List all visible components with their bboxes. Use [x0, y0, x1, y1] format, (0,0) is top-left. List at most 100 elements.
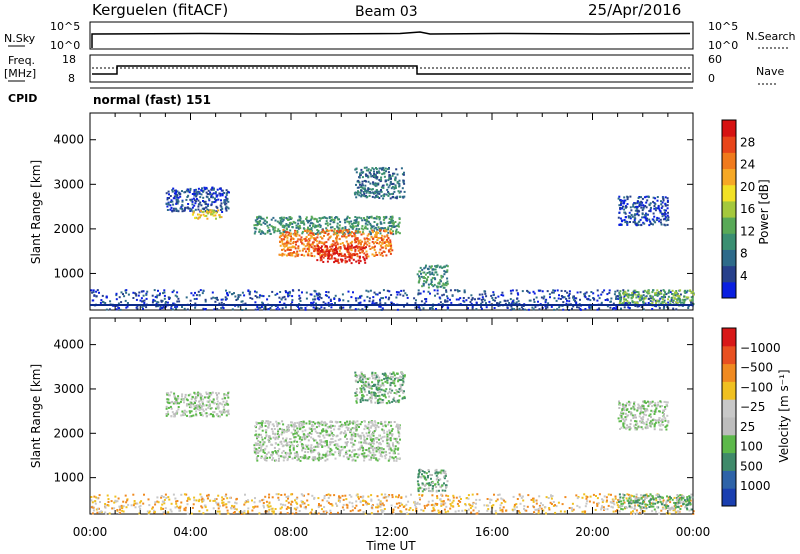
scatter-cell [422, 509, 425, 512]
scatter-cell [554, 504, 556, 507]
scatter-cell [309, 449, 312, 451]
scatter-cell [577, 496, 580, 498]
scatter-cell [686, 289, 689, 292]
scatter-cell [446, 297, 449, 300]
scatter-cell [398, 504, 401, 507]
scatter-cell [124, 494, 127, 497]
scatter-cell [313, 295, 316, 298]
scatter-cell [337, 511, 339, 514]
scatter-cell [575, 302, 578, 305]
scatter-cell [382, 227, 385, 230]
scatter-cell [259, 441, 262, 444]
scatter-cell [294, 255, 297, 258]
scatter-cell [499, 507, 502, 509]
scatter-cell [345, 236, 348, 239]
scatter-cell [511, 289, 514, 292]
scatter-cell [262, 449, 265, 451]
scatter-cell [183, 209, 186, 212]
scatter-cell [532, 499, 535, 502]
scatter-cell [355, 299, 358, 302]
scatter-cell [405, 495, 408, 498]
scatter-cell [656, 199, 659, 202]
scatter-cell [289, 238, 292, 241]
scatter-cell [305, 291, 308, 294]
scatter-cell [481, 296, 484, 299]
scatter-cell [258, 427, 261, 430]
scatter-cell [337, 246, 340, 249]
scatter-cell [447, 498, 450, 501]
scatter-cell [384, 180, 387, 183]
scatter-cell [379, 221, 382, 224]
scatter-cell [427, 503, 430, 506]
scatter-cell [340, 255, 343, 257]
scatter-cell [379, 454, 382, 457]
scatter-cell [385, 243, 388, 246]
scatter-cell [577, 306, 580, 309]
scatter-cell [371, 231, 374, 234]
scatter-cell [437, 282, 440, 285]
scatter-cell [152, 298, 155, 301]
scatter-cell [297, 289, 300, 292]
scatter-cell [430, 306, 433, 309]
scatter-cell [313, 250, 316, 253]
scatter-cell [218, 510, 221, 513]
scatter-cell [276, 292, 279, 295]
scatter-cell [363, 187, 366, 190]
scatter-cell [356, 231, 359, 234]
scatter-cell [304, 308, 307, 311]
scatter-cell [379, 248, 382, 251]
scatter-cell [382, 509, 385, 512]
scatter-cell [217, 405, 220, 407]
scatter-cell [188, 498, 191, 501]
scatter-cell [260, 230, 263, 233]
scatter-cell [288, 234, 291, 237]
scatter-cell [338, 249, 341, 252]
scatter-cell [197, 205, 200, 208]
scatter-cell [306, 248, 309, 250]
scatter-cell [377, 447, 380, 449]
scatter-cell [198, 510, 201, 513]
scatter-cell [362, 184, 364, 187]
scatter-cell [90, 496, 93, 498]
scatter-cell [350, 249, 353, 252]
scatter-cell [623, 208, 626, 211]
scatter-cell [368, 230, 371, 233]
scatter-cell [173, 394, 176, 397]
scatter-cell [208, 403, 211, 406]
scatter-cell [307, 252, 310, 255]
scatter-cell [208, 198, 211, 201]
scatter-cell [271, 453, 274, 456]
scatter-cell [253, 447, 256, 450]
scatter-cell [176, 305, 179, 308]
scatter-cell [221, 411, 224, 414]
scatter-cell [564, 496, 567, 499]
scatter-cell [286, 506, 289, 509]
scatter-cell [375, 450, 378, 453]
scatter-cell [153, 509, 155, 512]
scatter-cell [427, 267, 429, 270]
scatter-cell [296, 459, 299, 462]
scatter-cell [265, 445, 268, 448]
scatter-cell [356, 216, 359, 219]
scatter-cell [289, 242, 292, 245]
scatter-cell [635, 512, 638, 515]
freq-top-tick: 18 [62, 53, 76, 66]
scatter-cell [208, 211, 211, 213]
scatter-cell [631, 300, 634, 303]
scatter-cell [191, 206, 194, 209]
scatter-cell [179, 207, 182, 210]
scatter-cell [238, 510, 241, 513]
scatter-cell [372, 217, 375, 220]
scatter-cell [483, 299, 486, 302]
scatter-cell [333, 428, 336, 431]
scatter-cell [319, 256, 322, 259]
scatter-cell [388, 296, 391, 299]
scatter-cell [625, 497, 628, 500]
scatter-cell [113, 507, 116, 510]
scatter-cell [328, 250, 331, 253]
scatter-cell [389, 437, 392, 440]
scatter-cell [186, 403, 189, 406]
scatter-cell [464, 503, 467, 506]
scatter-cell [313, 245, 316, 248]
